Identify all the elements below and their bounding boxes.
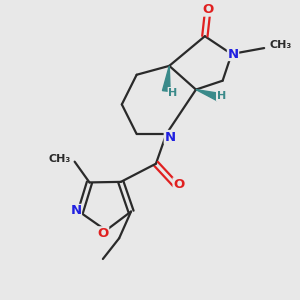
Polygon shape bbox=[196, 90, 219, 101]
Text: H: H bbox=[168, 88, 178, 98]
Text: O: O bbox=[202, 3, 213, 16]
Text: O: O bbox=[98, 227, 109, 240]
Text: O: O bbox=[173, 178, 184, 191]
Text: H: H bbox=[217, 91, 226, 100]
Text: N: N bbox=[164, 130, 175, 143]
Text: CH₃: CH₃ bbox=[269, 40, 292, 50]
Text: N: N bbox=[70, 204, 81, 218]
Text: N: N bbox=[227, 47, 239, 61]
Polygon shape bbox=[163, 66, 170, 92]
Text: CH₃: CH₃ bbox=[49, 154, 71, 164]
